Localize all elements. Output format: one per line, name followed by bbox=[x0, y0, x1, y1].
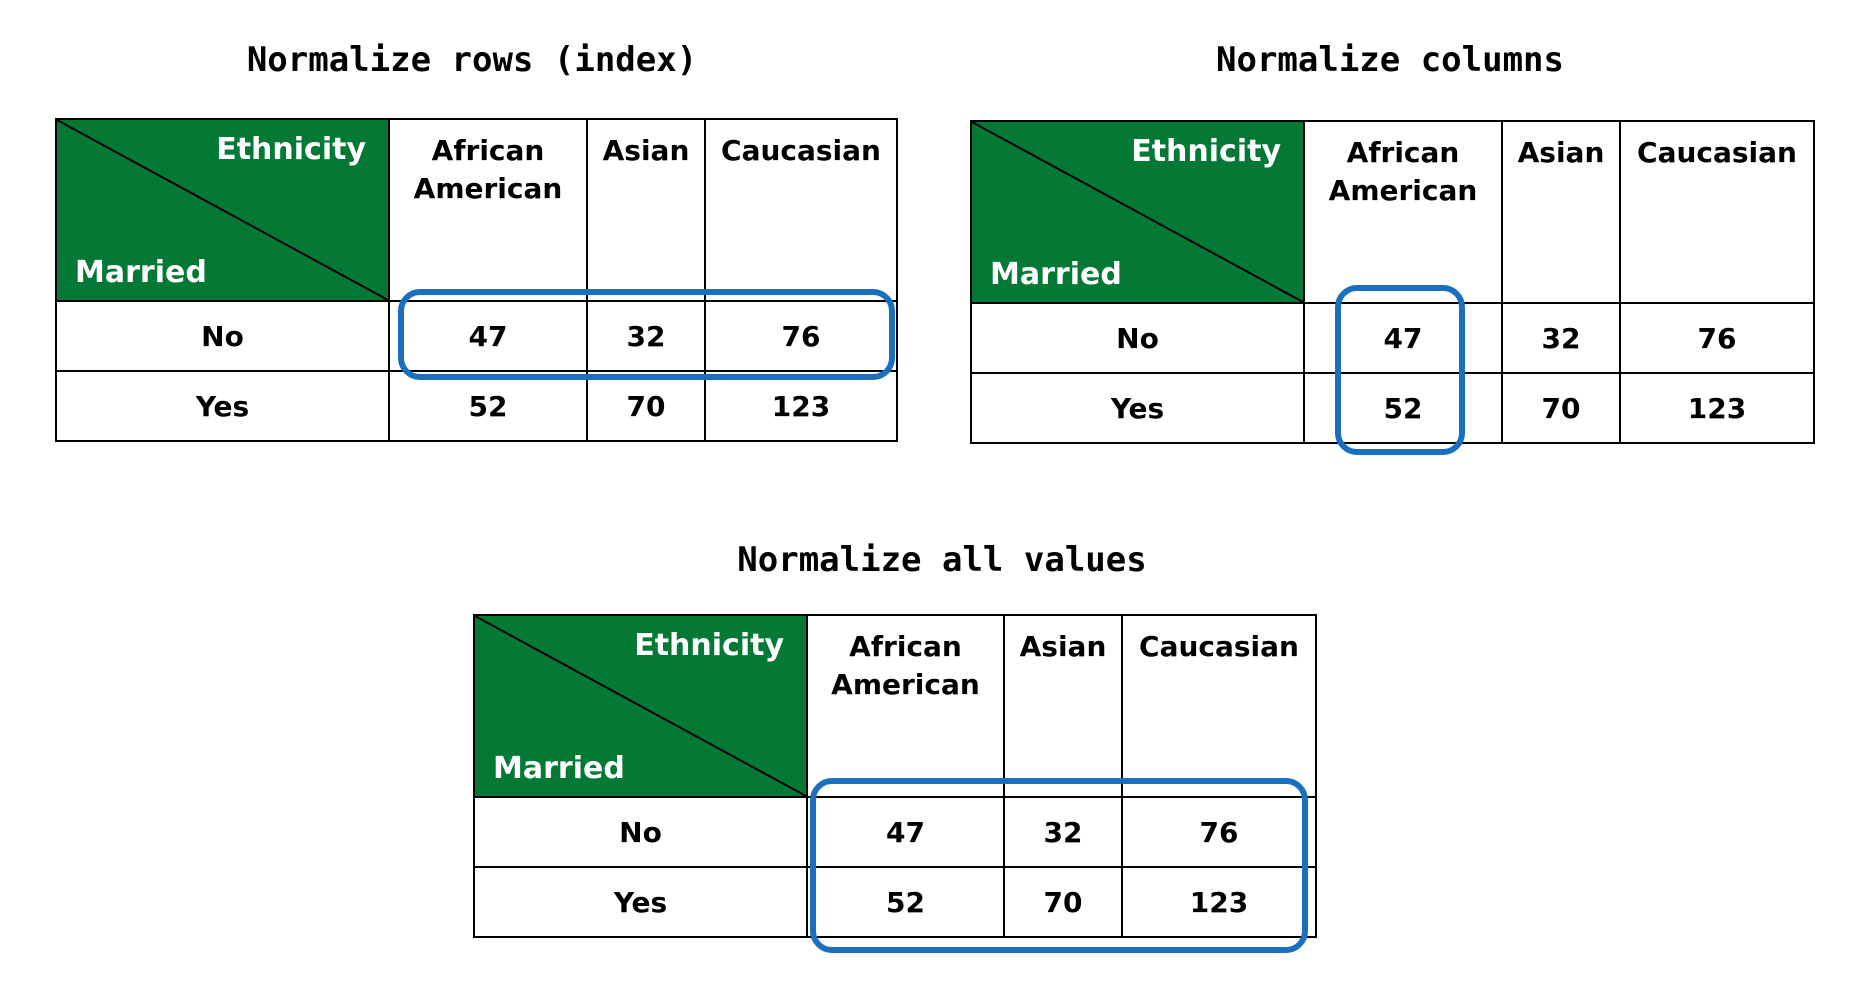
row-header-yes: Yes bbox=[473, 866, 808, 938]
row-header-no: No bbox=[55, 300, 390, 372]
table-row-no: No 47 32 76 bbox=[473, 796, 1317, 868]
cell-no-asian: 32 bbox=[586, 300, 706, 372]
cell-no-african-american: 47 bbox=[388, 300, 588, 372]
diagonal-divider bbox=[475, 616, 806, 796]
crosstab-normalize-rows: Ethnicity Married African American Asian… bbox=[55, 118, 898, 442]
cell-no-african-american: 47 bbox=[806, 796, 1005, 868]
column-header-african-american: African American bbox=[1303, 120, 1503, 304]
column-header-asian: Asian bbox=[1501, 120, 1621, 304]
column-header-african-american: African American bbox=[806, 614, 1005, 798]
cell-yes-african-american: 52 bbox=[388, 370, 588, 442]
cell-no-caucasian: 76 bbox=[1619, 302, 1815, 374]
cell-no-caucasian: 76 bbox=[704, 300, 898, 372]
corner-header: Ethnicity Married bbox=[473, 614, 808, 798]
crosstab-normalize-all: Ethnicity Married African American Asian… bbox=[473, 614, 1317, 938]
row-header-yes: Yes bbox=[970, 372, 1305, 444]
table-row-no: No 47 32 76 bbox=[970, 302, 1815, 374]
row-header-no: No bbox=[473, 796, 808, 868]
cell-yes-caucasian: 123 bbox=[1619, 372, 1815, 444]
table-row-no: No 47 32 76 bbox=[55, 300, 898, 372]
row-variable-label: Married bbox=[990, 257, 1122, 292]
crosstab-normalize-columns: Ethnicity Married African American Asian… bbox=[970, 120, 1815, 444]
title-normalize-rows: Normalize rows (index) bbox=[246, 40, 698, 80]
table-row-yes: Yes 52 70 123 bbox=[970, 372, 1815, 444]
table-row-yes: Yes 52 70 123 bbox=[55, 370, 898, 442]
column-variable-label: Ethnicity bbox=[634, 628, 784, 663]
row-header-no: No bbox=[970, 302, 1305, 374]
cell-no-asian: 32 bbox=[1003, 796, 1123, 868]
cell-no-asian: 32 bbox=[1501, 302, 1621, 374]
corner-header: Ethnicity Married bbox=[970, 120, 1305, 304]
column-header-asian: Asian bbox=[586, 118, 706, 302]
cell-yes-caucasian: 123 bbox=[704, 370, 898, 442]
column-variable-label: Ethnicity bbox=[216, 132, 366, 167]
row-header-yes: Yes bbox=[55, 370, 390, 442]
column-header-caucasian: Caucasian bbox=[1619, 120, 1815, 304]
column-variable-label: Ethnicity bbox=[1131, 134, 1281, 169]
column-header-caucasian: Caucasian bbox=[1121, 614, 1317, 798]
column-header-asian: Asian bbox=[1003, 614, 1123, 798]
row-variable-label: Married bbox=[75, 255, 207, 290]
column-header-african-american: African American bbox=[388, 118, 588, 302]
title-normalize-all-values: Normalize all values bbox=[737, 540, 1147, 580]
table-row-yes: Yes 52 70 123 bbox=[473, 866, 1317, 938]
cell-yes-african-american: 52 bbox=[1303, 372, 1503, 444]
cell-no-african-american: 47 bbox=[1303, 302, 1503, 374]
column-header-caucasian: Caucasian bbox=[704, 118, 898, 302]
diagonal-divider bbox=[972, 122, 1303, 302]
cell-yes-asian: 70 bbox=[586, 370, 706, 442]
cell-yes-asian: 70 bbox=[1003, 866, 1123, 938]
cell-yes-asian: 70 bbox=[1501, 372, 1621, 444]
cell-yes-caucasian: 123 bbox=[1121, 866, 1317, 938]
row-variable-label: Married bbox=[493, 751, 625, 786]
cell-no-caucasian: 76 bbox=[1121, 796, 1317, 868]
corner-header: Ethnicity Married bbox=[55, 118, 390, 302]
diagonal-divider bbox=[57, 120, 388, 300]
title-normalize-columns: Normalize columns bbox=[1216, 40, 1564, 80]
cell-yes-african-american: 52 bbox=[806, 866, 1005, 938]
